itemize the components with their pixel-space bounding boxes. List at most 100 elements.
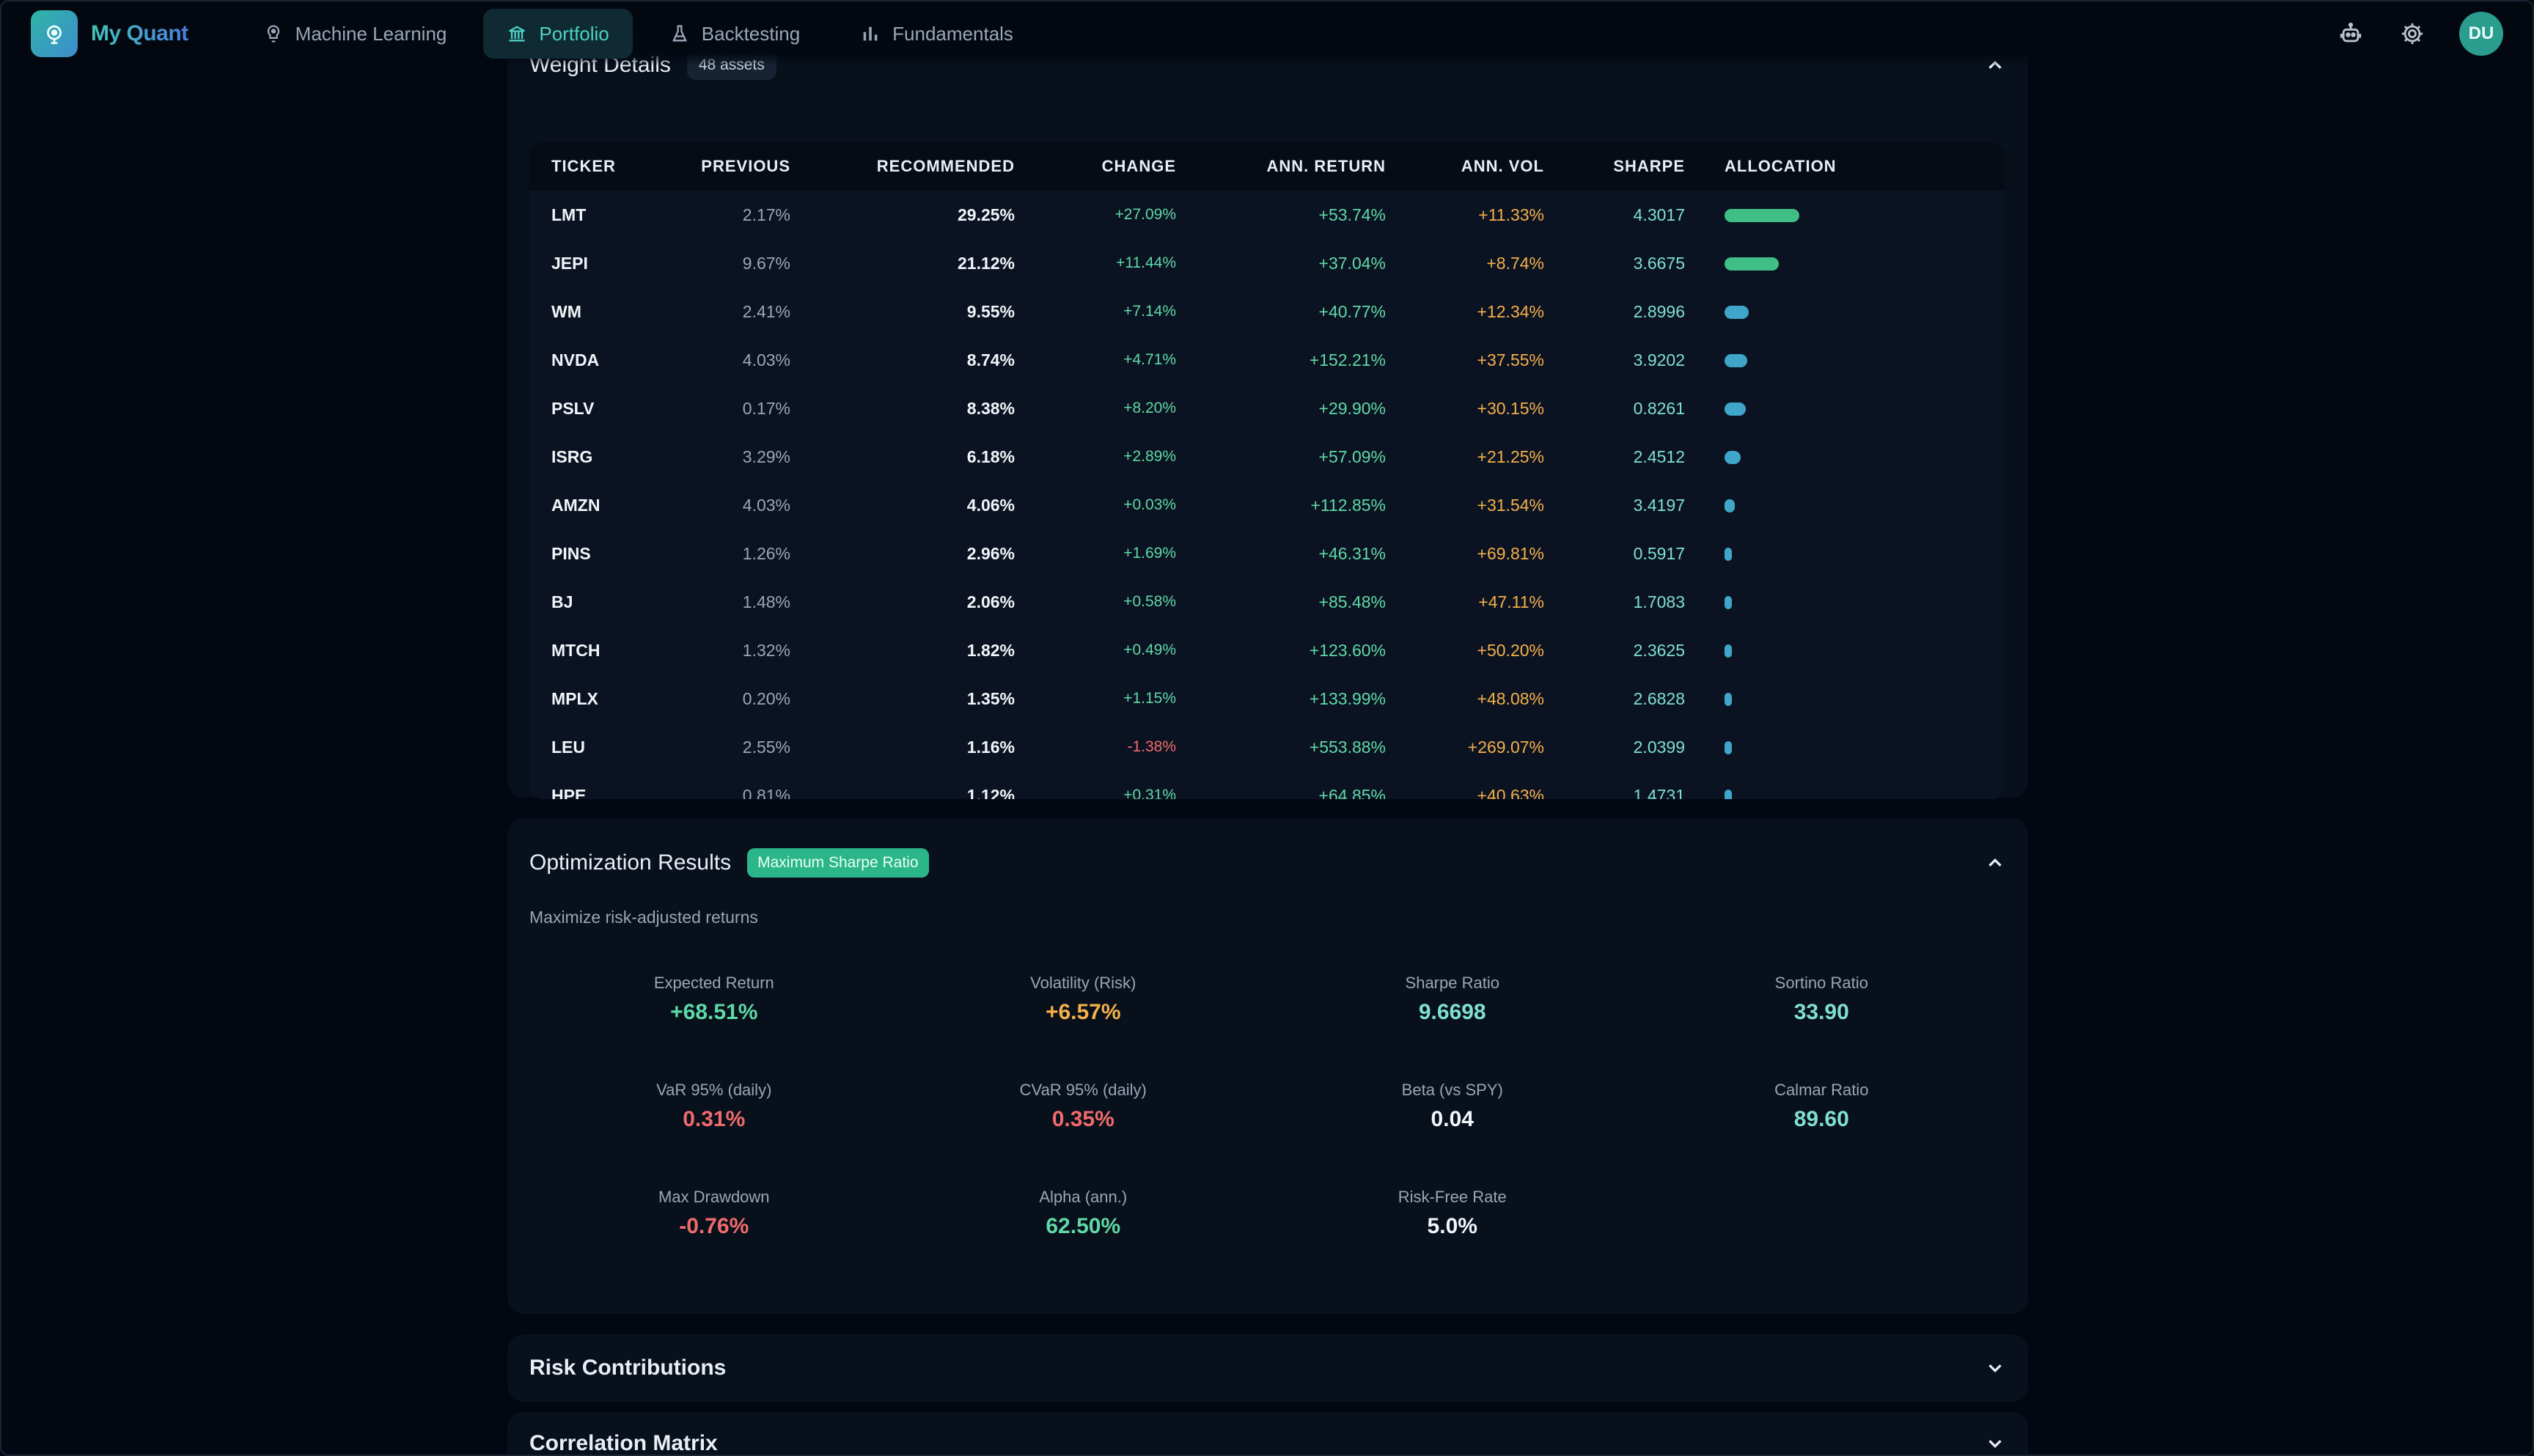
metric-label: Sortino Ratio <box>1774 974 1868 992</box>
allocation-cell <box>1695 626 2005 674</box>
allocation-cell <box>1695 384 2005 433</box>
allocation-bar <box>1725 548 1732 562</box>
table-row[interactable]: AMZN 4.03% 4.06% +0.03% +112.85% +31.54% 3.419… <box>529 481 2005 529</box>
recommended-cell: 21.12% <box>957 253 1015 273</box>
risk-contributions-header[interactable]: Risk Contributions <box>507 1334 2028 1402</box>
return-cell: +112.85% <box>1310 495 1386 515</box>
recommended-cell: 1.12% <box>966 785 1015 800</box>
section-title: Risk Contributions <box>529 1356 727 1380</box>
volatility-cell: +37.55% <box>1477 350 1544 369</box>
metric-value: 62.50% <box>1046 1214 1121 1238</box>
tab-fundamentals[interactable]: Fundamentals <box>837 9 1037 59</box>
sharpe-cell: 0.8261 <box>1633 398 1685 418</box>
return-cell: +29.90% <box>1318 398 1386 418</box>
allocation-cell <box>1695 433 2005 481</box>
weights-table-body: LMT 2.17% 29.25% +27.09% +53.74% +11.33% 4.301… <box>529 191 2005 799</box>
table-row[interactable]: PSLV 0.17% 8.38% +8.20% +29.90% +30.15% 0.8261 <box>529 384 2005 433</box>
tab-machine-learning[interactable]: Machine Learning <box>240 9 471 59</box>
risk-contributions-card[interactable]: Risk Contributions <box>507 1334 2028 1402</box>
ticker-cell: MPLX <box>551 688 598 708</box>
brand[interactable]: My Quant <box>31 10 188 57</box>
bar-chart-icon <box>863 26 878 41</box>
table-row[interactable]: LMT 2.17% 29.25% +27.09% +53.74% +11.33% 4.301… <box>529 191 2005 239</box>
ticker-cell: BJ <box>551 592 573 611</box>
column-header[interactable]: ALLOCATION <box>1725 157 1837 175</box>
metric-card: Sharpe Ratio 9.6698 <box>1268 952 1637 1059</box>
top-navbar: My Quant Machine Learning Portfolio Back… <box>1 1 2533 66</box>
ticker-cell: JEPI <box>551 253 588 273</box>
table-row[interactable]: MPLX 0.20% 1.35% +1.15% +133.99% +48.08% 2.682… <box>529 674 2005 723</box>
metric-label: VaR 95% (daily) <box>656 1081 772 1099</box>
robot-icon[interactable] <box>2336 19 2365 48</box>
column-header[interactable]: RECOMMENDED <box>876 157 1015 175</box>
sharpe-cell: 0.5917 <box>1633 543 1685 563</box>
tab-portfolio[interactable]: Portfolio <box>483 9 633 59</box>
metric-value: +68.51% <box>670 1000 758 1024</box>
table-row[interactable]: PINS 1.26% 2.96% +1.69% +46.31% +69.81% 0.5917 <box>529 529 2005 578</box>
change-cell: +0.03% <box>1123 496 1176 513</box>
table-row[interactable]: MTCH 1.32% 1.82% +0.49% +123.60% +50.20% 2.362… <box>529 626 2005 674</box>
table-row[interactable]: WM 2.41% 9.55% +7.14% +40.77% +12.34% 2.8996 <box>529 287 2005 336</box>
table-row[interactable]: NVDA 4.03% 8.74% +4.71% +152.21% +37.55% 3.920… <box>529 336 2005 384</box>
volatility-cell: +21.25% <box>1477 446 1544 466</box>
previous-cell: 4.03% <box>742 350 790 369</box>
optimization-header[interactable]: Optimization Results Maximum Sharpe Rati… <box>507 837 2028 889</box>
table-row[interactable]: ISRG 3.29% 6.18% +2.89% +57.09% +21.25% 2.4512 <box>529 433 2005 481</box>
metric-label: Risk-Free Rate <box>1398 1188 1507 1206</box>
previous-cell: 4.03% <box>742 495 790 515</box>
nav-tabs: Machine Learning Portfolio Backtesting F… <box>240 9 1037 59</box>
tab-backtesting[interactable]: Backtesting <box>646 9 823 59</box>
return-cell: +57.09% <box>1318 446 1386 466</box>
sharpe-cell: 2.3625 <box>1633 640 1685 660</box>
correlation-matrix-header[interactable]: Correlation Matrix <box>507 1412 2028 1455</box>
return-cell: +37.04% <box>1318 253 1386 273</box>
table-row[interactable]: LEU 2.55% 1.16% -1.38% +553.88% +269.07% 2.039… <box>529 723 2005 771</box>
column-header[interactable]: CHANGE <box>1101 157 1176 175</box>
recommended-cell: 1.35% <box>966 688 1015 708</box>
weights-table-container[interactable]: TICKER PREVIOUS RECOMMENDED CHANGE ANN. … <box>529 142 2005 799</box>
column-header[interactable]: ANN. RETURN <box>1266 157 1386 175</box>
change-cell: +8.20% <box>1123 400 1176 416</box>
metric-value: 0.35% <box>1051 1107 1114 1131</box>
allocation-cell <box>1695 723 2005 771</box>
ticker-cell: AMZN <box>551 495 601 515</box>
ticker-cell: WM <box>551 301 581 321</box>
table-row[interactable]: JEPI 9.67% 21.12% +11.44% +37.04% +8.74% 3.667… <box>529 239 2005 287</box>
volatility-cell: +30.15% <box>1477 398 1544 418</box>
change-cell: +7.14% <box>1123 303 1176 320</box>
volatility-cell: +31.54% <box>1477 495 1544 515</box>
metric-value: 9.6698 <box>1418 1000 1486 1024</box>
previous-cell: 1.32% <box>742 640 790 660</box>
table-row[interactable]: HPE 0.81% 1.12% +0.31% +64.85% +40.63% 1.4731 <box>529 771 2005 799</box>
tab-label: Backtesting <box>701 22 801 45</box>
change-cell: +2.89% <box>1123 448 1176 465</box>
recommended-cell: 29.25% <box>957 205 1015 224</box>
table-row[interactable]: BJ 1.48% 2.06% +0.58% +85.48% +47.11% 1.7083 <box>529 578 2005 626</box>
metric-value: -0.76% <box>679 1214 749 1238</box>
gear-icon[interactable] <box>2398 19 2427 48</box>
metric-card: VaR 95% (daily) 0.31% <box>529 1059 899 1166</box>
allocation-bar <box>1725 354 1747 368</box>
allocation-bar <box>1725 693 1732 707</box>
column-header[interactable]: ANN. VOL <box>1461 157 1544 175</box>
column-header[interactable]: PREVIOUS <box>701 157 790 175</box>
recommended-cell: 1.82% <box>966 640 1015 660</box>
change-cell: +1.15% <box>1123 690 1176 707</box>
column-header[interactable]: SHARPE <box>1613 157 1685 175</box>
change-cell: +27.09% <box>1114 206 1177 223</box>
allocation-bar <box>1725 209 1799 223</box>
correlation-matrix-card[interactable]: Correlation Matrix <box>507 1412 2028 1455</box>
sharpe-cell: 1.4731 <box>1633 785 1685 800</box>
metric-label: Alpha (ann.) <box>1039 1188 1128 1206</box>
allocation-cell <box>1695 239 2005 287</box>
ticker-cell: PINS <box>551 543 591 563</box>
chevron-down-icon[interactable] <box>1984 1357 2006 1379</box>
chevron-up-icon[interactable] <box>1984 852 2006 874</box>
ticker-cell: LMT <box>551 205 587 224</box>
avatar[interactable]: DU <box>2459 12 2503 56</box>
column-header[interactable]: TICKER <box>551 157 616 175</box>
chevron-down-icon[interactable] <box>1984 1433 2006 1455</box>
volatility-cell: +47.11% <box>1478 592 1544 611</box>
metric-label: Beta (vs SPY) <box>1401 1081 1503 1099</box>
